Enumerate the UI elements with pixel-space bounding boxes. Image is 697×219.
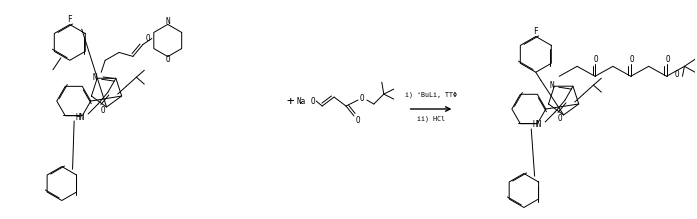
Text: HN: HN	[533, 120, 542, 129]
Text: N: N	[165, 17, 170, 26]
Text: O: O	[100, 106, 105, 115]
Text: O: O	[360, 94, 365, 102]
Text: O: O	[146, 34, 150, 43]
Text: F: F	[68, 15, 72, 24]
Text: ii) HCl: ii) HCl	[417, 116, 445, 122]
Text: Na: Na	[296, 97, 305, 106]
Text: F: F	[533, 27, 538, 36]
Text: i) ⁺BuLi, TTΦ: i) ⁺BuLi, TTΦ	[405, 92, 457, 98]
Text: O: O	[629, 55, 634, 64]
Text: O: O	[594, 55, 598, 64]
Text: O: O	[665, 55, 670, 64]
Text: O: O	[310, 97, 315, 106]
Text: O: O	[674, 70, 679, 79]
Text: O: O	[558, 113, 562, 122]
Text: +: +	[286, 95, 294, 108]
Text: HN: HN	[75, 113, 85, 122]
Text: O: O	[165, 55, 170, 64]
Text: N: N	[93, 73, 98, 82]
Text: N: N	[550, 81, 555, 90]
Text: O: O	[355, 117, 360, 125]
